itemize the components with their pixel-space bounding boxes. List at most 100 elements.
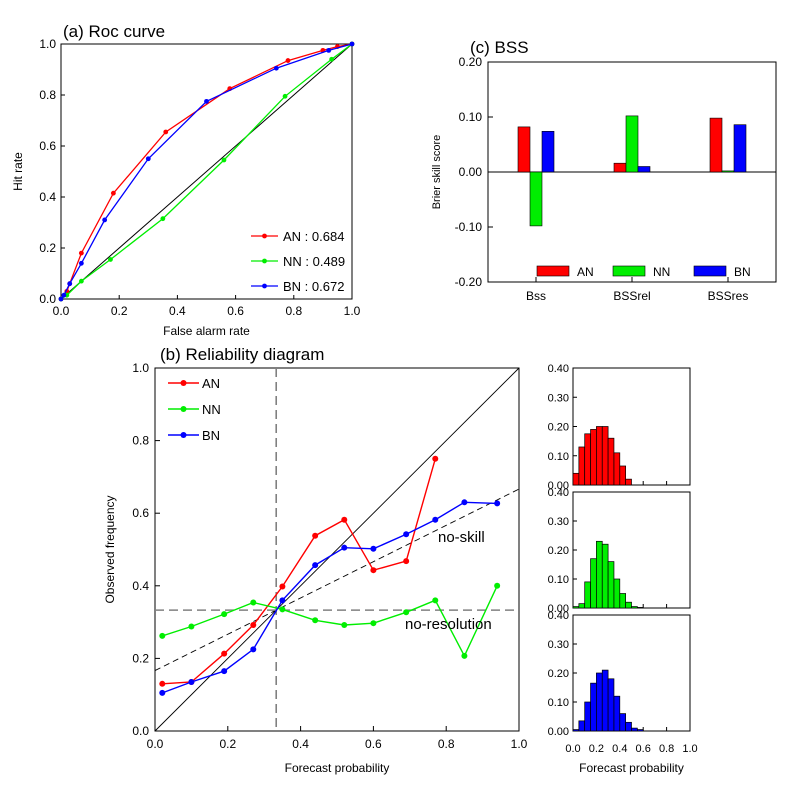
histogram-bar-AN <box>619 465 626 486</box>
legend-label: AN <box>577 265 594 279</box>
chart-title: (c) BSS <box>470 38 529 57</box>
histogram-bar-NN <box>590 558 597 609</box>
histogram-bar-NN <box>601 543 609 609</box>
y-tick-label: 0.40 <box>548 487 569 499</box>
y-tick-label: 0.00 <box>548 726 569 738</box>
data-point-BN <box>61 292 67 298</box>
data-point-BN <box>341 544 348 551</box>
y-tick-label: 0.40 <box>548 363 569 375</box>
x-tick-label: 0.6 <box>636 743 651 755</box>
y-tick-label: 0.30 <box>548 516 569 528</box>
histogram-bar-BN <box>619 713 626 732</box>
x-tick-label: 0.0 <box>53 304 70 318</box>
x-tick-label: 0.0 <box>147 737 164 751</box>
y-tick-label: 1.0 <box>132 361 149 375</box>
series-line-BN <box>162 501 498 694</box>
data-point-AN <box>403 558 410 565</box>
x-tick-label: 0.2 <box>589 743 604 755</box>
data-point-AN <box>432 455 439 462</box>
legend-label: NN <box>653 265 670 279</box>
x-tick-label: 0.4 <box>612 743 627 755</box>
data-point-AN <box>370 567 377 574</box>
y-tick-label: -0.10 <box>455 220 483 234</box>
data-point-NN <box>250 599 257 606</box>
histogram-bar-NN <box>625 601 632 609</box>
no-skill-label: no-skill <box>438 529 485 546</box>
data-point-BN <box>188 678 195 685</box>
legend-marker-BN <box>180 432 187 438</box>
reliability-chart: 0.0 0.2 0.4 0.6 0.8 1.0 0.0 0.2 0.4 0.6 0.8 1.0 no-s… <box>103 345 528 775</box>
histogram-charts: 0.000.100.200.300.400.000.100.200.300.40… <box>548 363 698 775</box>
y-tick-label: 0.2 <box>132 651 149 665</box>
data-point-NN <box>329 56 335 62</box>
histogram-bar-NN <box>607 561 615 609</box>
data-point-NN <box>461 652 468 659</box>
series-line-BN <box>60 43 353 300</box>
legend-marker-NN <box>180 406 187 412</box>
y-tick-label: 0.00 <box>548 603 569 615</box>
legend-swatch-BN <box>693 265 727 277</box>
histogram-bar-NN <box>596 540 603 609</box>
category-label: Bss <box>526 289 546 303</box>
y-tick-label: -0.20 <box>455 275 483 289</box>
histogram-bar-BN <box>636 729 644 732</box>
data-point-BN <box>370 545 377 552</box>
histogram-bar-AN <box>590 429 597 486</box>
x-tick-label: 1.0 <box>344 304 361 318</box>
x-tick-label: 0.0 <box>565 743 580 755</box>
bar-BN <box>733 124 747 173</box>
y-tick-label: 0.8 <box>39 88 56 102</box>
histogram-bar-AN <box>607 437 615 486</box>
histogram-panel-BN: 0.00 0.10 0.20 0.30 0.40 <box>548 610 691 738</box>
chart-title: (a) Roc curve <box>63 22 165 41</box>
histogram-bar-BN <box>590 682 597 732</box>
y-tick-label: 0.20 <box>548 668 569 680</box>
y-axis-label: Observed frequency <box>103 495 117 603</box>
histogram-bar-AN <box>596 426 603 486</box>
data-point-BN <box>67 281 73 287</box>
data-point-AN <box>279 583 286 590</box>
x-tick-label: 0.4 <box>292 737 309 751</box>
bar-AN <box>613 162 627 173</box>
y-tick-label: 0.10 <box>548 451 569 463</box>
x-tick-label: 0.6 <box>227 304 244 318</box>
legend-marker-AN <box>180 380 187 386</box>
y-tick-label: 0.20 <box>548 422 569 434</box>
data-point-NN <box>403 609 410 616</box>
y-tick-label: 0.40 <box>548 610 569 622</box>
data-point-BN <box>432 516 439 523</box>
y-tick-label: 0.10 <box>548 697 569 709</box>
data-point-AN <box>341 516 348 523</box>
legend-swatch-NN <box>612 265 646 277</box>
y-tick-label: 0.6 <box>39 139 56 153</box>
legend-label: BN : 0.672 <box>283 279 344 294</box>
y-tick-label: 0.6 <box>132 506 149 520</box>
y-tick-label: 0.8 <box>132 434 149 448</box>
y-tick-label: 0.00 <box>459 165 483 179</box>
histogram-bar-NN <box>578 603 586 609</box>
bar-NN <box>721 170 735 173</box>
data-point-BN <box>159 689 166 696</box>
x-axis-label: False alarm rate <box>163 324 250 338</box>
legend-label: BN <box>734 265 751 279</box>
y-tick-label: 0.30 <box>548 639 569 651</box>
data-point-NN <box>188 623 195 630</box>
data-point-AN <box>285 58 291 63</box>
y-tick-label: 0.10 <box>459 110 483 124</box>
series-line-AN <box>162 458 436 685</box>
histogram-bar-NN <box>572 606 580 609</box>
x-tick-label: 1.0 <box>682 743 697 755</box>
histogram-bar-BN <box>572 729 580 732</box>
histogram-bar-BN <box>631 727 638 732</box>
histogram-bar-NN <box>613 578 621 609</box>
y-tick-label: 0.20 <box>459 55 483 69</box>
series-line-NN <box>162 585 498 658</box>
y-tick-label: 0.4 <box>132 579 149 593</box>
histogram-panel-NN: 0.00 0.10 0.20 0.30 0.40 <box>548 487 691 615</box>
data-point-AN <box>221 650 228 657</box>
y-tick-label: 0.4 <box>39 190 56 204</box>
histogram-bar-NN <box>631 606 638 609</box>
data-point-BN <box>279 597 286 604</box>
chart-title: (b) Reliability diagram <box>160 345 324 364</box>
x-axis-label: Forecast probability <box>285 761 390 775</box>
